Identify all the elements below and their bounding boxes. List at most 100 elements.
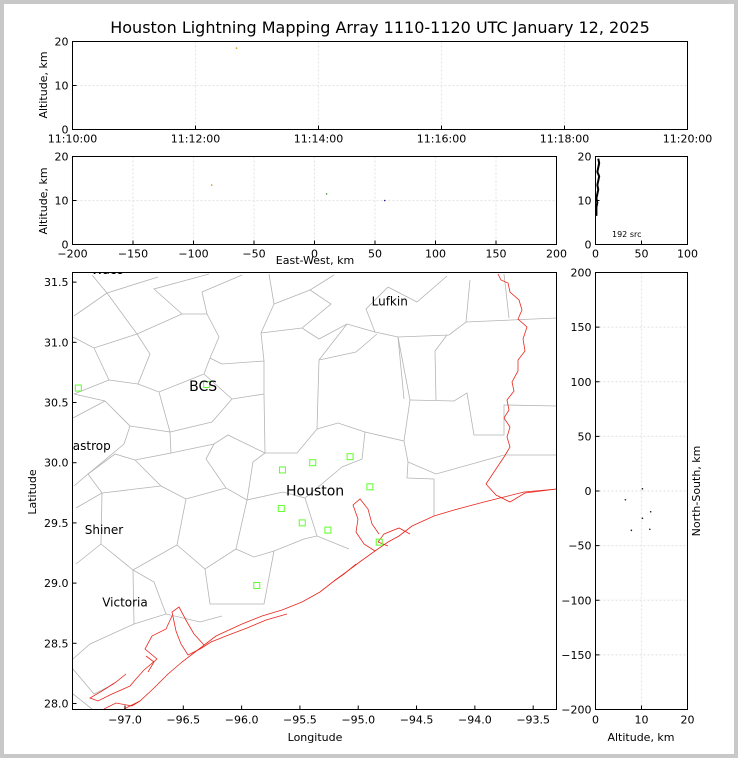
lma-figure: Houston Lightning Mapping Array 1110-112… xyxy=(26,18,712,745)
longitude-tick-label: −94.0 xyxy=(458,714,492,727)
lma-station-marker xyxy=(74,384,82,392)
altitude-time-ytick-label: 0 xyxy=(62,124,69,137)
altitude-time-xtick-label: 11:18:00 xyxy=(540,133,589,146)
lma-station-marker xyxy=(375,538,383,546)
altitude-east-west-point xyxy=(210,184,213,186)
altitude-histogram-panel: 0 50 100 0 10 20 192 src xyxy=(578,151,699,261)
latitude-tick-label: 31.0 xyxy=(44,336,69,349)
altitude-time-xtick-label: 11:10:00 xyxy=(48,133,97,146)
north-south-altitude-ytick-label: −100 xyxy=(561,594,591,607)
longitude-tick-label: −96.5 xyxy=(166,714,200,727)
altitude-east-west-xtick-label: −200 xyxy=(57,248,87,261)
north-south-altitude-point xyxy=(630,529,633,532)
north-south-altitude-ytick-label: 150 xyxy=(571,321,592,334)
altitude-east-west-xtick-label: −150 xyxy=(118,248,148,261)
altitude-time-panel: 11:10:00 11:12:00 11:14:00 11:16:00 11:18:00… xyxy=(37,36,712,146)
altitude-time-ytick-label: 10 xyxy=(55,80,69,93)
north-south-altitude-panel: 0 10 20 −200 −150 −100 −50 0 50 100 150 200 Altitu… xyxy=(561,267,703,745)
longitude-xlabel: Longitude xyxy=(288,731,343,744)
lma-station-marker xyxy=(203,380,211,388)
lma-station-marker xyxy=(278,466,286,474)
altitude-east-west-panel: −200 −150 −100 −50 0 50 100 150 200 0 10 20 Altitu… xyxy=(37,151,567,268)
altitude-histogram-xtick-label: 0 xyxy=(592,248,599,261)
altitude-east-west-ylabel: Altitude, km xyxy=(37,167,50,234)
plan-view-frame xyxy=(72,272,557,710)
city-label-waco: Waco xyxy=(91,263,123,277)
altitude-east-west-xtick-label: 150 xyxy=(486,248,507,261)
altitude-east-west-point xyxy=(383,199,386,202)
lma-station-marker xyxy=(309,459,317,467)
north-south-altitude-ytick-label: 100 xyxy=(571,376,592,389)
north-south-altitude-ytick-label: 0 xyxy=(585,485,592,498)
altitude-east-west-ytick-label: 10 xyxy=(55,195,69,208)
latitude-tick-label: 31.5 xyxy=(44,276,69,289)
map-content: Lufkin BCS Bastrop Houston Shiner Victoria Wac… xyxy=(65,263,557,709)
altitude-east-west-xtick-label: −50 xyxy=(242,248,265,261)
city-labels: Lufkin BCS Bastrop Houston Shiner Victoria Wac… xyxy=(65,263,408,609)
latitude-tick-label: 29.5 xyxy=(44,517,69,530)
city-label-bcs: BCS xyxy=(189,379,217,395)
longitude-tick-label: −95.0 xyxy=(341,714,375,727)
altitude-histogram-frame xyxy=(595,156,688,245)
lma-station-marker xyxy=(324,526,332,534)
altitude-histogram-xtick-label: 100 xyxy=(677,248,698,261)
lma-station-marker xyxy=(277,504,285,512)
latitude-tick-label: 30.0 xyxy=(44,457,69,470)
north-south-altitude-xtick-label: 20 xyxy=(681,714,695,727)
north-south-altitude-xtick-label: 10 xyxy=(635,714,649,727)
east-west-xlabel: East-West, km xyxy=(276,254,354,267)
latitude-tick-label: 29.0 xyxy=(44,577,69,590)
latitude-ylabel: Latitude xyxy=(26,469,39,515)
altitude-east-west-ytick-label: 20 xyxy=(55,151,69,164)
coastline xyxy=(89,273,557,709)
altitude-east-west-xtick-label: 100 xyxy=(425,248,446,261)
city-label-bastrop: Bastrop xyxy=(65,439,111,453)
altitude-east-west-xtick-label: 50 xyxy=(368,248,382,261)
north-south-altitude-ytick-label: −200 xyxy=(561,704,591,717)
plan-view-panel: Lufkin BCS Bastrop Houston Shiner Victoria Wac… xyxy=(26,263,557,744)
north-south-altitude-point xyxy=(649,510,652,513)
north-south-altitude-ytick-label: 200 xyxy=(571,267,592,280)
altitude-east-west-xtick-label: 0 xyxy=(311,248,318,261)
latitude-tick-label: 28.5 xyxy=(44,637,69,650)
altitude-histogram-profile xyxy=(595,158,601,216)
source-count-label: 192 src xyxy=(612,230,642,239)
north-south-altitude-point xyxy=(624,498,627,501)
longitude-tick-label: −95.5 xyxy=(283,714,317,727)
altitude-histogram-xtick-label: 50 xyxy=(635,248,649,261)
altitude-time-xtick-label: 11:14:00 xyxy=(294,133,343,146)
altitude-east-west-xtick-label: 200 xyxy=(546,248,567,261)
altitude-time-ytick-label: 20 xyxy=(55,36,69,49)
altitude-east-west-point xyxy=(325,193,328,195)
north-south-altitude-point xyxy=(648,528,651,531)
altitude-histogram-ytick-label: 20 xyxy=(578,151,592,164)
altitude-time-xtick-label: 11:12:00 xyxy=(171,133,220,146)
chart-title: Houston Lightning Mapping Array 1110-112… xyxy=(110,18,650,37)
north-south-altitude-point xyxy=(641,488,644,490)
north-south-altitude-ytick-label: −50 xyxy=(568,540,591,553)
altitude-time-ylabel: Altitude, km xyxy=(37,51,50,118)
altitude-histogram-ytick-label: 0 xyxy=(585,239,592,252)
north-south-altitude-ytick-label: 50 xyxy=(578,430,592,443)
city-label-houston: Houston xyxy=(286,484,344,500)
longitude-tick-label: −94.5 xyxy=(400,714,434,727)
city-label-shiner: Shiner xyxy=(85,523,124,537)
altitude-time-point xyxy=(235,47,238,49)
north-south-altitude-ytick-label: −150 xyxy=(561,649,591,662)
altitude-time-xtick-label: 11:20:00 xyxy=(663,133,712,146)
lma-station-marker xyxy=(298,519,306,527)
longitude-tick-label: −96.0 xyxy=(225,714,259,727)
north-south-ylabel: North-South, km xyxy=(690,446,703,537)
city-label-victoria: Victoria xyxy=(102,595,148,609)
altitude-east-west-xtick-label: −100 xyxy=(178,248,208,261)
lma-station-marker xyxy=(366,483,374,491)
altitude-time-xtick-label: 11:16:00 xyxy=(417,133,466,146)
latitude-tick-label: 28.0 xyxy=(44,697,69,710)
longitude-tick-label: −93.5 xyxy=(516,714,550,727)
altitude-xlabel: Altitude, km xyxy=(607,731,674,744)
lma-station-marker xyxy=(253,582,261,590)
longitude-tick-label: −97.0 xyxy=(108,714,142,727)
altitude-east-west-ytick-label: 0 xyxy=(62,239,69,252)
county-boundaries xyxy=(73,273,557,709)
north-south-altitude-xtick-label: 0 xyxy=(592,714,599,727)
